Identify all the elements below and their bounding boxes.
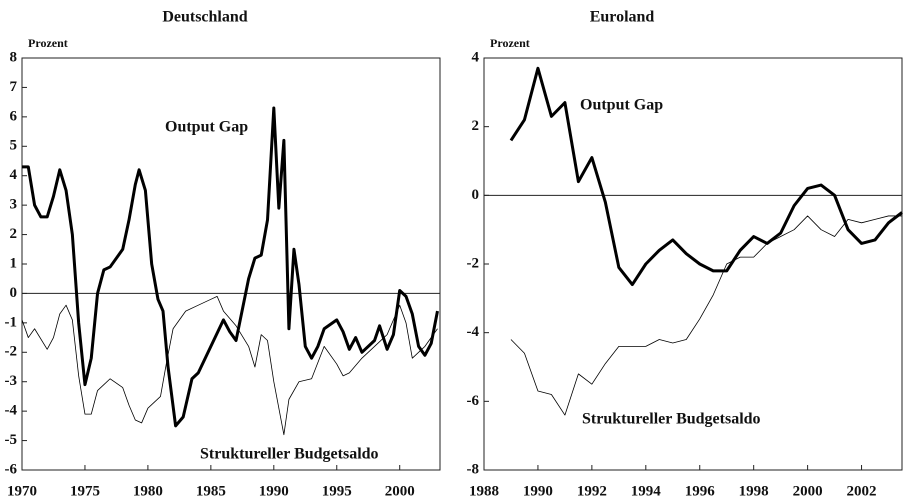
y-tick-label: -8 bbox=[467, 461, 480, 477]
series-line bbox=[509, 66, 903, 287]
y-tick-label: 6 bbox=[10, 108, 18, 124]
y-tick-label: -6 bbox=[5, 461, 18, 477]
y-tick-label: 3 bbox=[10, 197, 18, 213]
x-tick-label: 1980 bbox=[133, 483, 163, 499]
y-tick-label: -2 bbox=[5, 344, 18, 360]
y-tick-label: 4 bbox=[10, 167, 18, 183]
y-tick-label: -5 bbox=[5, 432, 18, 448]
x-tick-label: 2000 bbox=[385, 483, 415, 499]
y-tick-label: 7 bbox=[10, 79, 18, 95]
series-line bbox=[21, 295, 438, 436]
series-line bbox=[510, 215, 902, 416]
y-tick-label: 4 bbox=[472, 49, 480, 65]
y-tick-label: -4 bbox=[5, 403, 18, 419]
y-tick-label: -4 bbox=[467, 324, 480, 340]
y-tick-label: 2 bbox=[10, 226, 18, 242]
x-tick-label: 1992 bbox=[577, 483, 607, 499]
y-tick-label: 0 bbox=[10, 285, 18, 301]
x-tick-label: 1990 bbox=[259, 483, 289, 499]
y-tick-label: 2 bbox=[472, 118, 480, 134]
x-tick-label: 1985 bbox=[196, 483, 226, 499]
series-line bbox=[22, 106, 439, 428]
chart-title: Euroland bbox=[590, 9, 655, 26]
annotation: Struktureller Budgetsaldo bbox=[582, 411, 761, 428]
y-tick-label: 8 bbox=[10, 49, 18, 65]
y-tick-label: -2 bbox=[467, 255, 480, 271]
x-tick-label: 1990 bbox=[523, 483, 553, 499]
x-tick-label: 1998 bbox=[739, 483, 769, 499]
annotation: Output Gap bbox=[165, 119, 248, 136]
x-tick-label: 1994 bbox=[631, 483, 662, 499]
y-tick-label: 0 bbox=[472, 187, 480, 203]
y-axis-label: Prozent bbox=[490, 36, 530, 50]
x-tick-label: 2000 bbox=[793, 483, 823, 499]
x-tick-label: 1996 bbox=[685, 483, 716, 499]
x-tick-label: 1970 bbox=[7, 483, 37, 499]
y-tick-label: -1 bbox=[5, 314, 18, 330]
x-tick-label: 1975 bbox=[70, 483, 100, 499]
y-axis-label: Prozent bbox=[28, 36, 68, 50]
y-tick-label: 1 bbox=[10, 255, 18, 271]
y-tick-label: -6 bbox=[467, 393, 480, 409]
x-tick-label: 2002 bbox=[847, 483, 877, 499]
annotation: Output Gap bbox=[580, 97, 663, 114]
plot-frame bbox=[483, 57, 903, 471]
chart-title: Deutschland bbox=[162, 9, 247, 26]
y-tick-label: 5 bbox=[10, 138, 18, 154]
y-tick-label: -3 bbox=[5, 373, 18, 389]
x-tick-label: 1995 bbox=[322, 483, 352, 499]
annotation: Struktureller Budgetsaldo bbox=[200, 446, 379, 463]
x-tick-label: 1988 bbox=[469, 483, 499, 499]
